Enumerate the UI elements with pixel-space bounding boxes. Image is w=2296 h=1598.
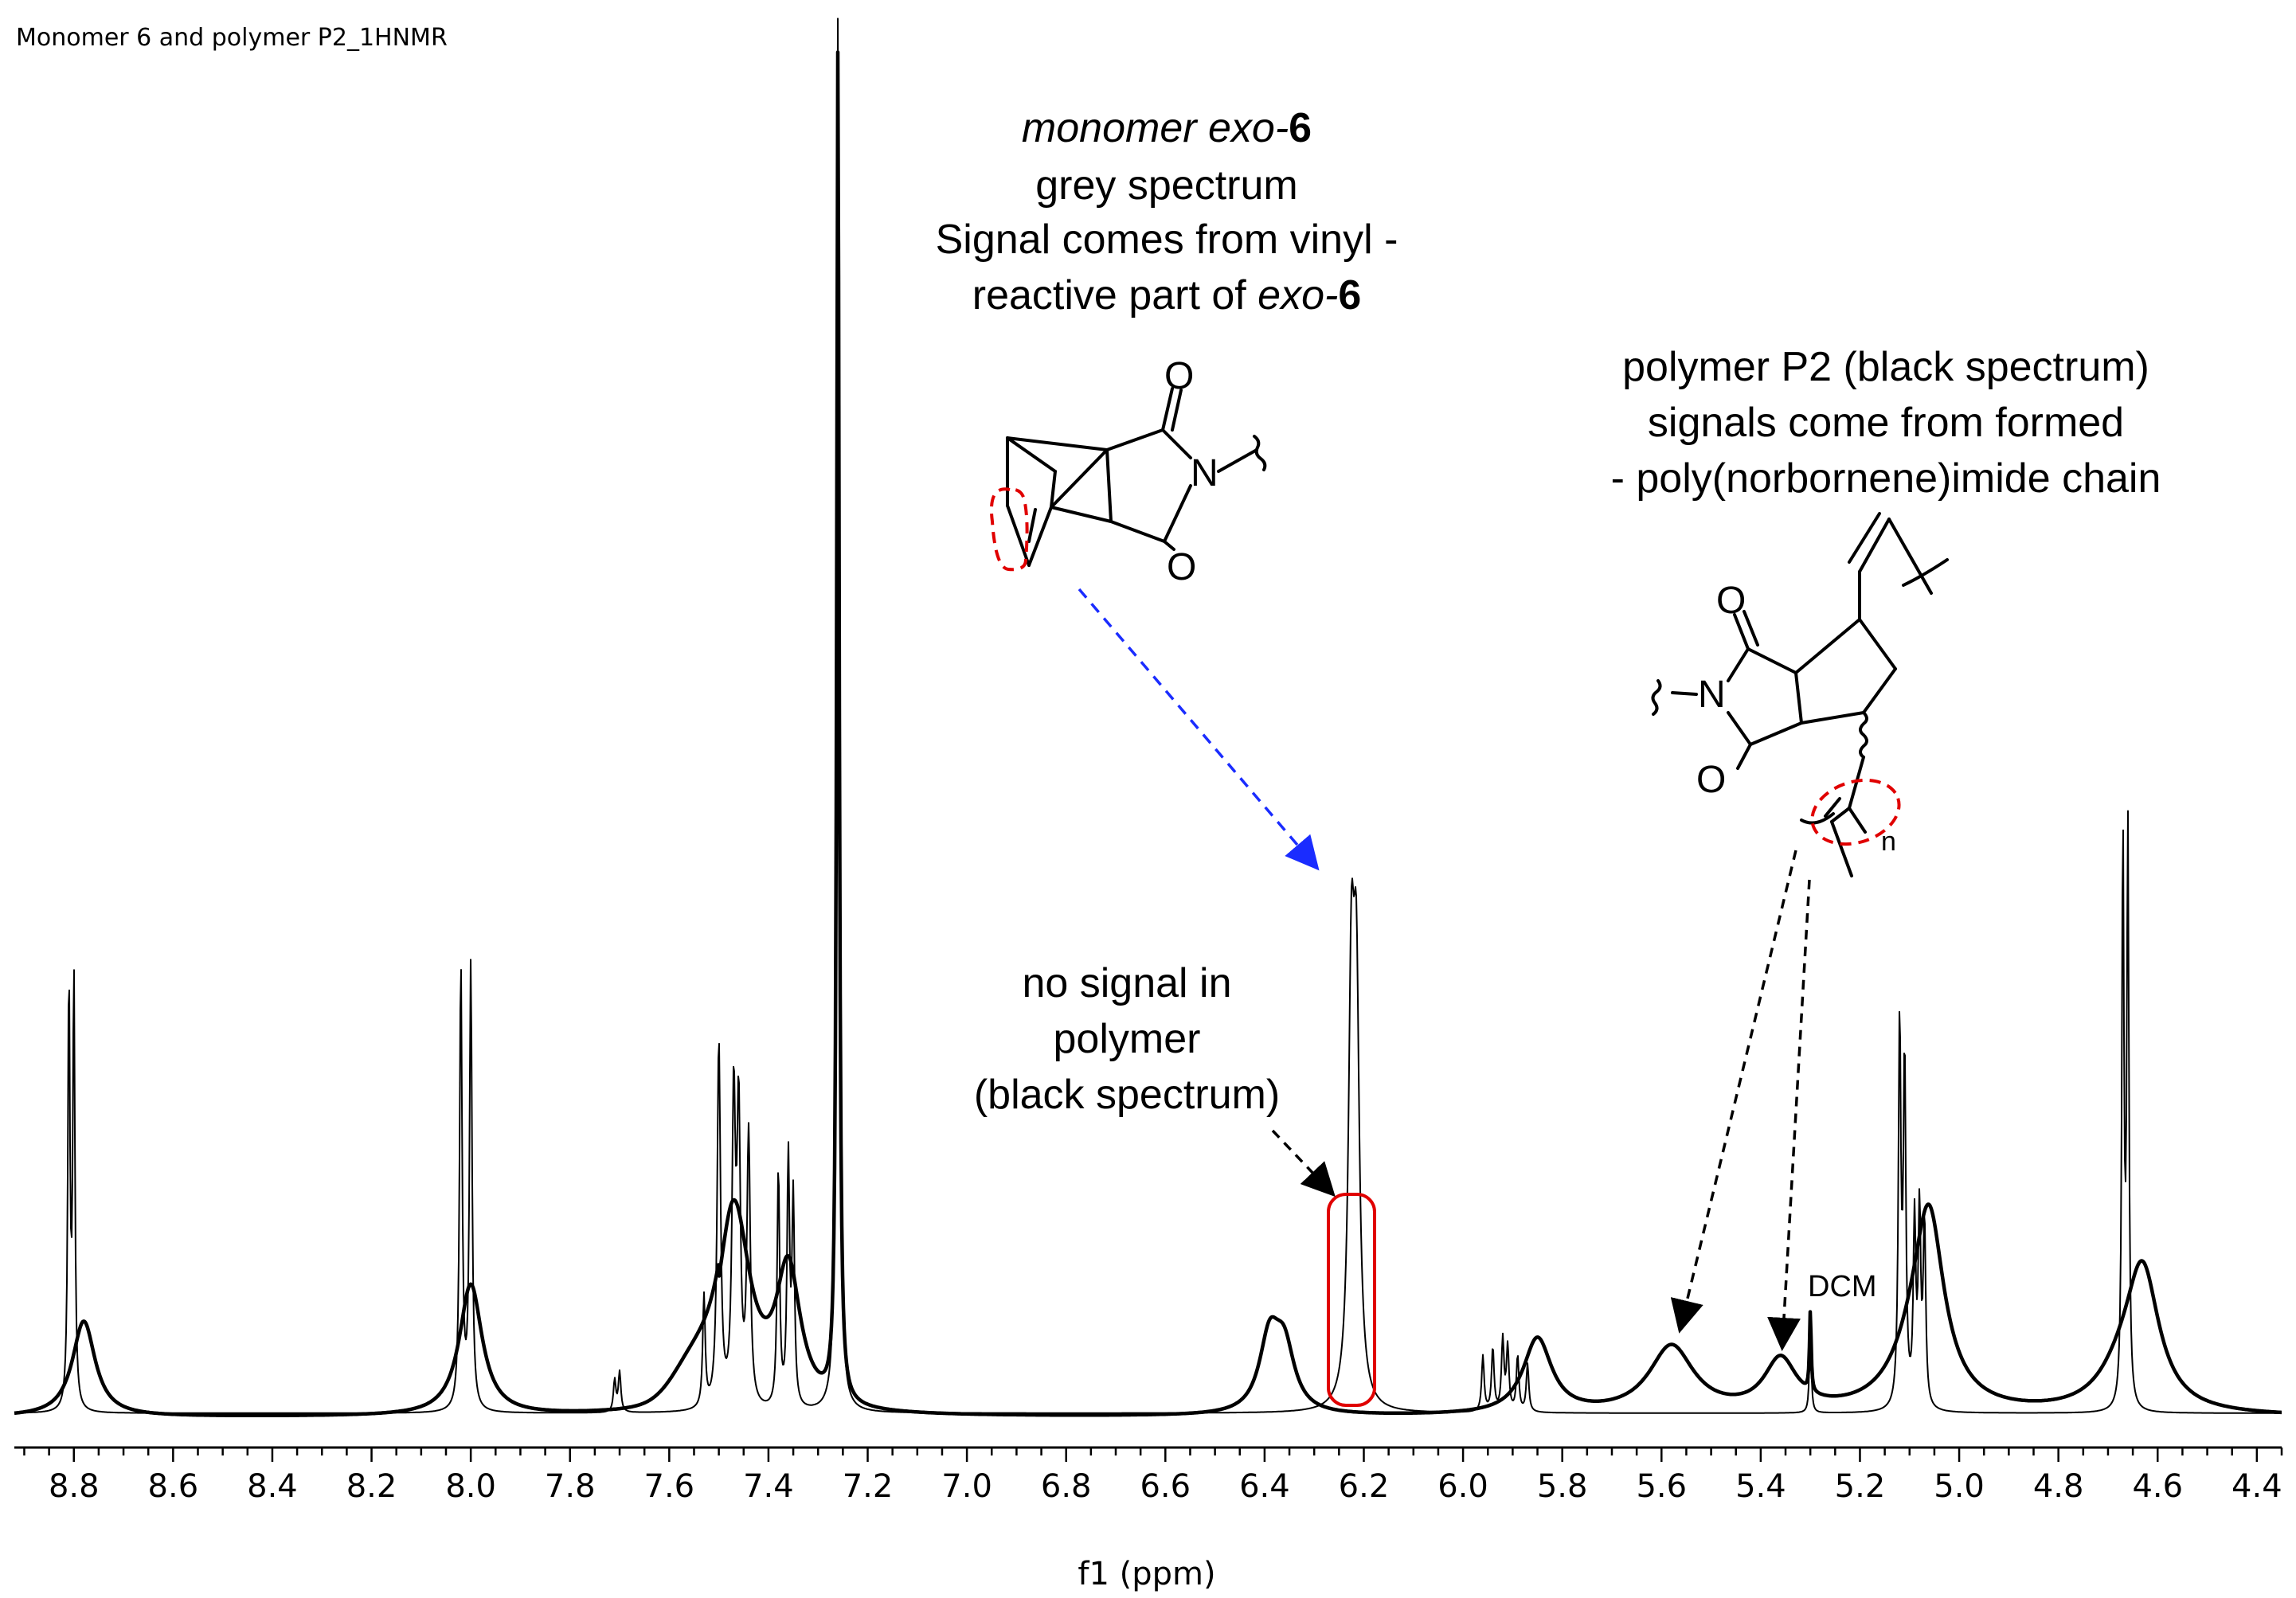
polymer-arrow-2: [1767, 879, 1811, 1351]
x-tick-label: 7.0: [941, 1468, 992, 1505]
monomer-structure: [1006, 387, 1267, 567]
x-tick-label: 8.6: [148, 1468, 199, 1505]
x-tick-label: 6.4: [1239, 1468, 1290, 1505]
no-signal-arrow: [1271, 1129, 1336, 1198]
svg-text:signals come from formed: signals come from formed: [1648, 400, 2124, 446]
x-tick-label: 8.2: [346, 1468, 397, 1505]
x-tick-label: 8.0: [445, 1468, 496, 1505]
svg-text:O: O: [1716, 580, 1746, 622]
svg-text:N: N: [1191, 452, 1218, 494]
no-signal-annotation: no signal in polymer (black spectrum): [974, 960, 1280, 1118]
svg-text:polymer: polymer: [1054, 1016, 1201, 1062]
svg-text:Signal comes from vinyl -: Signal comes from vinyl -: [936, 217, 1398, 263]
x-tick-label: 6.2: [1339, 1468, 1390, 1505]
x-axis-ticks: 8.8 8.6 8.4 8.2 8.0 7.8 7.6 7.4 7.2 7.0 6.8 6.6 6.4 6…: [23, 1448, 2283, 1505]
x-tick-label: 5.8: [1537, 1468, 1588, 1505]
polymer-annotation: polymer P2 (black spectrum) signals come…: [1611, 344, 2161, 502]
x-tick-label: 8.8: [49, 1468, 100, 1505]
x-axis-label: f1 (ppm): [1078, 1556, 1215, 1592]
svg-text:N: N: [1698, 674, 1726, 716]
x-tick-label: 4.4: [2231, 1468, 2282, 1505]
polymer-repeat-subscript: n: [1881, 826, 1896, 857]
x-tick-label: 7.2: [843, 1468, 894, 1505]
x-tick-label: 7.6: [644, 1468, 695, 1505]
svg-text:monomer exo-6: monomer exo-6: [1022, 105, 1312, 151]
x-tick-label: 7.4: [743, 1468, 794, 1505]
x-tick-label: 5.2: [1835, 1468, 1886, 1505]
x-tick-label: 5.6: [1636, 1468, 1687, 1505]
polymer-spectrum-line: [13, 50, 2283, 1418]
vinyl-signal-highlight: [1327, 1193, 1376, 1407]
svg-text:- poly(norbornene)imide chain: - poly(norbornene)imide chain: [1611, 455, 2161, 502]
svg-text:(black spectrum): (black spectrum): [974, 1072, 1280, 1118]
monomer-annotation: monomer exo-6 grey spectrum Signal comes…: [936, 105, 1398, 318]
x-tick-label: 6.8: [1041, 1468, 1092, 1505]
svg-text:O: O: [1164, 355, 1194, 397]
svg-text:grey spectrum: grey spectrum: [1035, 162, 1297, 209]
dcm-label: DCM: [1808, 1270, 1877, 1303]
blue-arrow: [1078, 588, 1320, 871]
x-tick-label: 8.4: [247, 1468, 298, 1505]
polymer-atoms: O N O: [1696, 580, 1746, 801]
x-tick-label: 4.6: [2132, 1468, 2183, 1505]
svg-text:polymer P2 (black spectrum): polymer P2 (black spectrum): [1622, 344, 2149, 390]
x-tick-label: 7.8: [545, 1468, 596, 1505]
svg-text:reactive part of exo-6: reactive part of exo-6: [972, 272, 1361, 318]
x-tick-label: 5.0: [1934, 1468, 1985, 1505]
chart-title: Monomer 6 and polymer P2_1HNMR: [16, 24, 448, 52]
x-tick-label: 6.6: [1140, 1468, 1191, 1505]
polymer-vinyl-highlight: [1810, 778, 1901, 846]
x-tick-label: 5.4: [1735, 1468, 1786, 1505]
monomer-vinyl-highlight: [990, 487, 1029, 572]
svg-text:O: O: [1167, 546, 1196, 588]
monomer-atoms: O N O: [1164, 355, 1218, 588]
x-tick-label: 4.8: [2033, 1468, 2084, 1505]
svg-text:no signal in: no signal in: [1022, 960, 1231, 1006]
polymer-arrow-1: [1670, 850, 1797, 1334]
svg-text:O: O: [1696, 759, 1726, 801]
polymer-structure: [1651, 512, 1949, 877]
x-tick-label: 6.0: [1437, 1468, 1488, 1505]
